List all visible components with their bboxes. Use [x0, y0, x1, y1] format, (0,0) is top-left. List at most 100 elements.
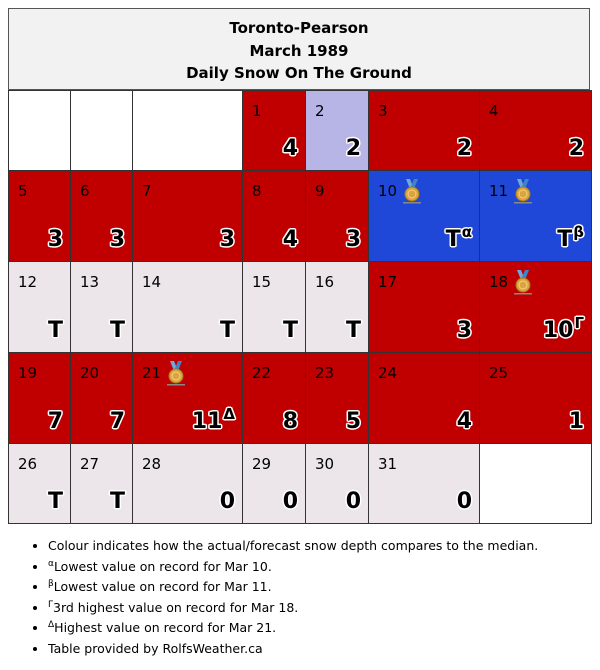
day-cell: 16 T: [305, 261, 369, 353]
value-text: 2: [456, 136, 472, 161]
value-text: 7: [47, 409, 63, 434]
value-text: T: [557, 227, 573, 252]
value-text: T: [445, 227, 461, 252]
value-text: 5: [345, 409, 361, 434]
day-cell: 22 8: [242, 352, 306, 444]
snow-depth-value: 3: [457, 318, 472, 343]
footnote-text: Colour indicates how the actual/forecast…: [48, 538, 539, 553]
value-text: 3: [219, 227, 235, 252]
day-number: 18: [489, 273, 509, 291]
empty-cell: [479, 443, 592, 524]
snow-depth-value: 1: [569, 409, 584, 434]
footnote-item: Table provided by RolfsWeather.ca: [48, 639, 600, 660]
day-number: 1: [252, 102, 262, 120]
value-text: 0: [219, 489, 235, 514]
empty-cell: [8, 90, 71, 171]
value-text: T: [47, 489, 63, 514]
empty-cell: [132, 90, 243, 171]
day-number: 8: [252, 182, 262, 200]
day-number: 15: [252, 273, 272, 291]
day-cell: 21 11Δ: [132, 352, 243, 444]
day-number: 19: [18, 364, 38, 382]
day-cell: 26 T: [8, 443, 71, 524]
snow-depth-value: 11Δ: [192, 405, 235, 434]
day-number: 13: [80, 273, 100, 291]
day-number: 24: [378, 364, 398, 382]
value-text: 7: [109, 409, 125, 434]
day-cell: 18 10Γ: [479, 261, 592, 353]
snow-depth-value: 3: [346, 227, 361, 252]
day-number: 29: [252, 455, 272, 473]
snow-depth-value: 2: [457, 136, 472, 161]
day-cell: 13 T: [70, 261, 133, 353]
day-number: 27: [80, 455, 100, 473]
day-number: 25: [489, 364, 509, 382]
snow-depth-value: T: [48, 489, 63, 514]
day-number: 9: [315, 182, 325, 200]
footnote-item: Colour indicates how the actual/forecast…: [48, 536, 600, 557]
value-text: T: [109, 489, 125, 514]
value-text: 8: [282, 409, 298, 434]
day-cell: 11 Tβ: [479, 170, 592, 262]
snow-depth-value: 0: [346, 489, 361, 514]
value-text: T: [47, 318, 63, 343]
value-text: 3: [456, 318, 472, 343]
value-text: T: [282, 318, 298, 343]
value-text: 1: [568, 409, 584, 434]
value-text: T: [219, 318, 235, 343]
value-text: 3: [109, 227, 125, 252]
footnote-item: Γ3rd highest value on record for Mar 18.: [48, 598, 600, 619]
day-number: 21: [142, 364, 162, 382]
day-number: 10: [378, 182, 398, 200]
snow-depth-value: 2: [569, 136, 584, 161]
value-text: 0: [456, 489, 472, 514]
footnote-text: Highest value on record for Mar 21.: [54, 620, 277, 635]
value-text: 2: [568, 136, 584, 161]
record-footnote-marker: Γ: [574, 314, 584, 332]
value-text: 3: [47, 227, 63, 252]
day-cell: 29 0: [242, 443, 306, 524]
day-cell: 19 7: [8, 352, 71, 444]
day-cell: 25 1: [479, 352, 592, 444]
footnote-item: αLowest value on record for Mar 10.: [48, 557, 600, 578]
station-name: Toronto-Pearson: [229, 19, 369, 37]
record-medal-icon: [514, 270, 532, 295]
snow-depth-value: Tα: [445, 223, 472, 252]
calendar-grid: 1 4 2 2 3 2 4 2 5 3 6 3 7 3 8 4 9 3 10 Tα 11 Tβ 12 T 13 T 14 T 15 T 16…: [8, 90, 592, 524]
snow-depth-value: 3: [48, 227, 63, 252]
day-cell: 12 T: [8, 261, 71, 353]
day-number: 22: [252, 364, 272, 382]
day-cell: 20 7: [70, 352, 133, 444]
subject-label: Daily Snow On The Ground: [186, 64, 412, 82]
footnotes-list: Colour indicates how the actual/forecast…: [20, 536, 600, 659]
day-cell: 31 0: [368, 443, 480, 524]
snow-depth-value: T: [283, 318, 298, 343]
day-number: 12: [18, 273, 38, 291]
value-text: 0: [282, 489, 298, 514]
snow-depth-value: 0: [457, 489, 472, 514]
day-number: 4: [489, 102, 499, 120]
period-label: March 1989: [249, 41, 349, 60]
footnote-marker: Γ: [48, 599, 54, 610]
footnote-marker: Δ: [48, 620, 55, 630]
day-cell: 30 0: [305, 443, 369, 524]
day-number: 17: [378, 273, 398, 291]
snow-depth-value: 3: [110, 227, 125, 252]
day-number: 23: [315, 364, 335, 382]
footnote-marker: α: [48, 558, 54, 569]
snow-depth-value: 8: [283, 409, 298, 434]
snow-depth-value: 5: [346, 409, 361, 434]
footnote-text: Lowest value on record for Mar 10.: [53, 558, 272, 574]
footnote-text: Lowest value on record for Mar 11.: [53, 579, 272, 594]
day-number: 11: [489, 182, 509, 200]
snow-depth-value: 4: [283, 227, 298, 252]
day-number: 16: [315, 273, 335, 291]
record-footnote-marker: Δ: [223, 405, 235, 423]
value-text: 0: [345, 489, 361, 514]
